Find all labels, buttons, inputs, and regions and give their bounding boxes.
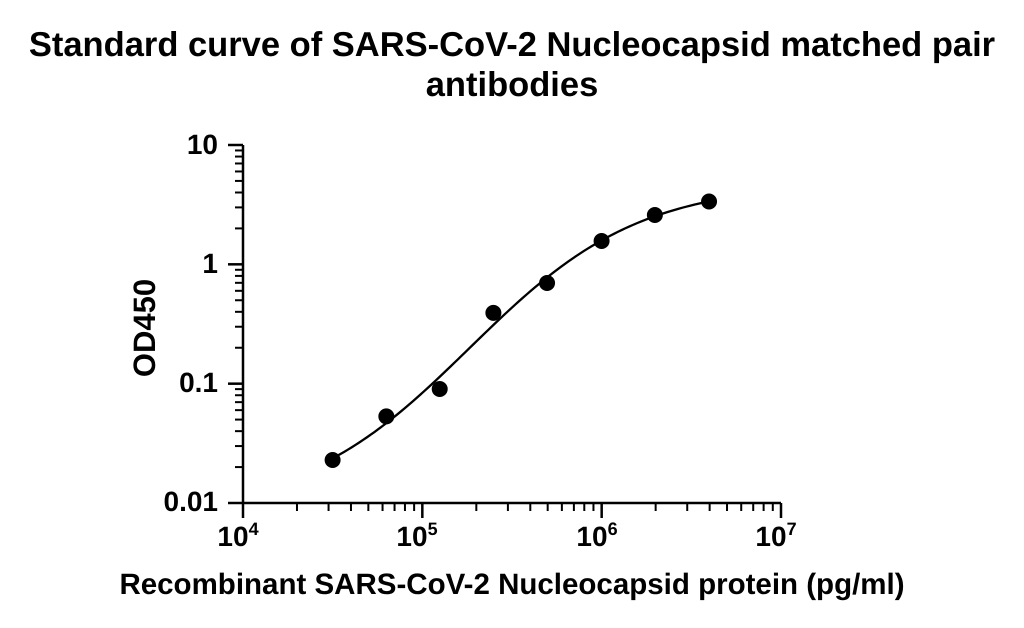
svg-text:105: 105 — [396, 519, 437, 552]
svg-text:Recombinant SARS-CoV-2 Nucleoc: Recombinant SARS-CoV-2 Nucleocapsid prot… — [119, 568, 904, 601]
svg-text:10: 10 — [187, 129, 218, 160]
svg-text:104: 104 — [217, 519, 258, 552]
svg-text:OD450: OD450 — [127, 279, 162, 377]
svg-text:106: 106 — [576, 519, 617, 552]
svg-text:1: 1 — [202, 248, 218, 279]
svg-text:107: 107 — [755, 519, 796, 552]
svg-text:0.01: 0.01 — [164, 486, 219, 517]
svg-text:0.1: 0.1 — [179, 367, 218, 398]
